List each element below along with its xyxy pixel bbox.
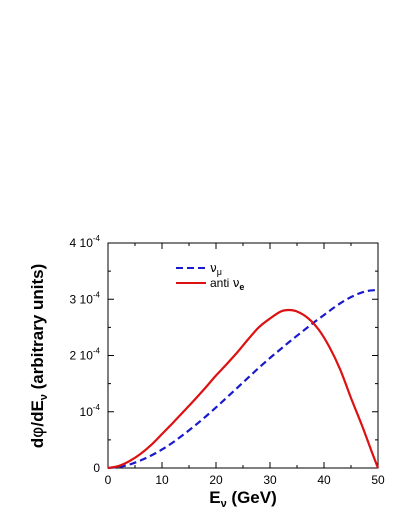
y-axis-title-d: d xyxy=(28,438,47,448)
y-axis-title-sub: ν xyxy=(38,394,50,400)
series-layer xyxy=(107,288,380,470)
x-tick-label-40: 40 xyxy=(317,473,331,487)
y-tick-label-1: 10-4 xyxy=(80,403,101,419)
y-tick-exponent: -4 xyxy=(93,290,101,299)
legend-text-sub: e xyxy=(239,282,244,292)
x-tick-label-50: 50 xyxy=(371,473,385,487)
legend-text-nu: ν xyxy=(233,276,240,290)
y-axis-title-post: (arbitrary units) xyxy=(28,264,47,394)
x-axis-title: Eν (GeV) xyxy=(209,488,277,510)
legend-label-numu: νμ xyxy=(210,261,222,277)
x-axis-title-main: E xyxy=(209,488,220,507)
y-tick-label-3: 3 10-4 xyxy=(70,290,101,306)
legend-label-antinue: anti νe xyxy=(210,276,244,292)
x-tick-label-0: 0 xyxy=(105,473,112,487)
x-axis-title-unit: (GeV) xyxy=(227,488,277,507)
series-line-antinue xyxy=(107,308,380,470)
y-tick-label-4: 4 10-4 xyxy=(70,234,101,250)
x-tick-label-30: 30 xyxy=(263,473,277,487)
x-axis-title-sub: ν xyxy=(221,498,227,510)
y-tick-mantissa: 4 10 xyxy=(70,236,94,250)
legend-text-sub: μ xyxy=(217,267,222,277)
x-tick-label-10: 10 xyxy=(155,473,169,487)
x-tick-label-20: 20 xyxy=(209,473,223,487)
y-tick-label-0: 0 xyxy=(93,461,100,475)
y-axis-title-phi: φ xyxy=(28,427,48,438)
y-tick-label-2: 2 10-4 xyxy=(70,347,101,363)
y-tick-mantissa: 3 10 xyxy=(70,292,94,306)
series-line-numu xyxy=(107,288,379,470)
y-tick-mantissa: 0 xyxy=(93,461,100,475)
y-axis-title: dφ/dEν (arbitrary units) xyxy=(28,264,50,449)
y-axis-title-mid: /dE xyxy=(28,400,47,426)
y-tick-mantissa: 10 xyxy=(80,405,94,419)
y-tick-exponent: -4 xyxy=(93,403,101,412)
y-tick-exponent: -4 xyxy=(93,234,101,243)
legend-text-main: ν xyxy=(210,261,217,275)
legend-text-main: anti xyxy=(210,276,233,290)
y-tick-mantissa: 2 10 xyxy=(70,349,94,363)
y-tick-exponent: -4 xyxy=(93,347,101,356)
